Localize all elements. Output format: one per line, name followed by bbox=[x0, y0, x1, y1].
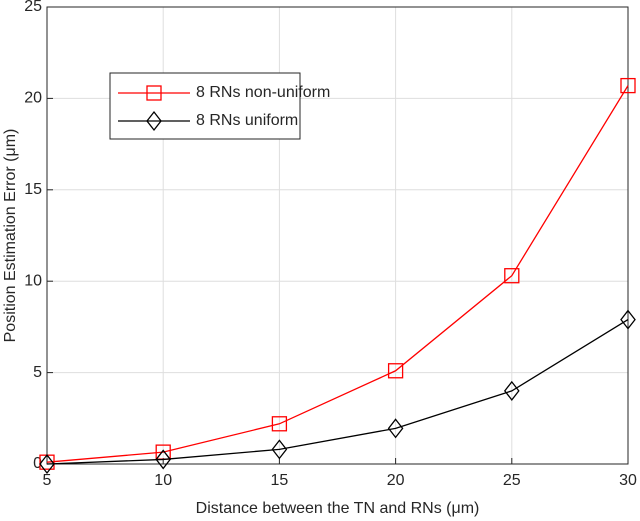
legend-label: 8 RNs non-uniform bbox=[196, 84, 330, 101]
legend: 8 RNs non-uniform 8 RNs uniform bbox=[109, 72, 330, 140]
marker bbox=[271, 416, 288, 432]
y-tick-label: 0 bbox=[33, 455, 42, 472]
x-axis-label: Distance between the TN and RNs (μm) bbox=[196, 500, 480, 517]
y-axis-label: Position Estimation Error (μm) bbox=[2, 129, 19, 343]
legend-box bbox=[109, 72, 301, 140]
marker bbox=[387, 418, 404, 439]
x-tick-label: 5 bbox=[43, 472, 52, 489]
y-tick-label: 15 bbox=[24, 181, 42, 198]
x-tick-label: 15 bbox=[271, 472, 289, 489]
series-line bbox=[46, 85, 629, 463]
marker bbox=[146, 110, 162, 132]
marker bbox=[146, 85, 162, 101]
legend-label: 8 RNs uniform bbox=[196, 112, 298, 129]
y-tick-label: 25 bbox=[24, 0, 42, 15]
marker bbox=[155, 449, 172, 470]
y-tick-label: 5 bbox=[33, 364, 42, 381]
y-tick-label: 10 bbox=[24, 272, 42, 289]
marker bbox=[504, 268, 520, 284]
x-tick-label: 30 bbox=[619, 472, 637, 489]
marker bbox=[620, 309, 636, 330]
x-tick-label: 20 bbox=[387, 472, 405, 489]
marker bbox=[503, 380, 520, 401]
x-tick-label: 10 bbox=[154, 472, 172, 489]
marker bbox=[271, 439, 288, 460]
marker bbox=[620, 77, 636, 94]
marker bbox=[387, 363, 404, 379]
plot-frame bbox=[46, 6, 629, 465]
marker bbox=[39, 453, 55, 475]
y-tick-label: 20 bbox=[24, 90, 42, 107]
x-tick-label: 25 bbox=[503, 472, 521, 489]
series-line bbox=[46, 319, 629, 465]
